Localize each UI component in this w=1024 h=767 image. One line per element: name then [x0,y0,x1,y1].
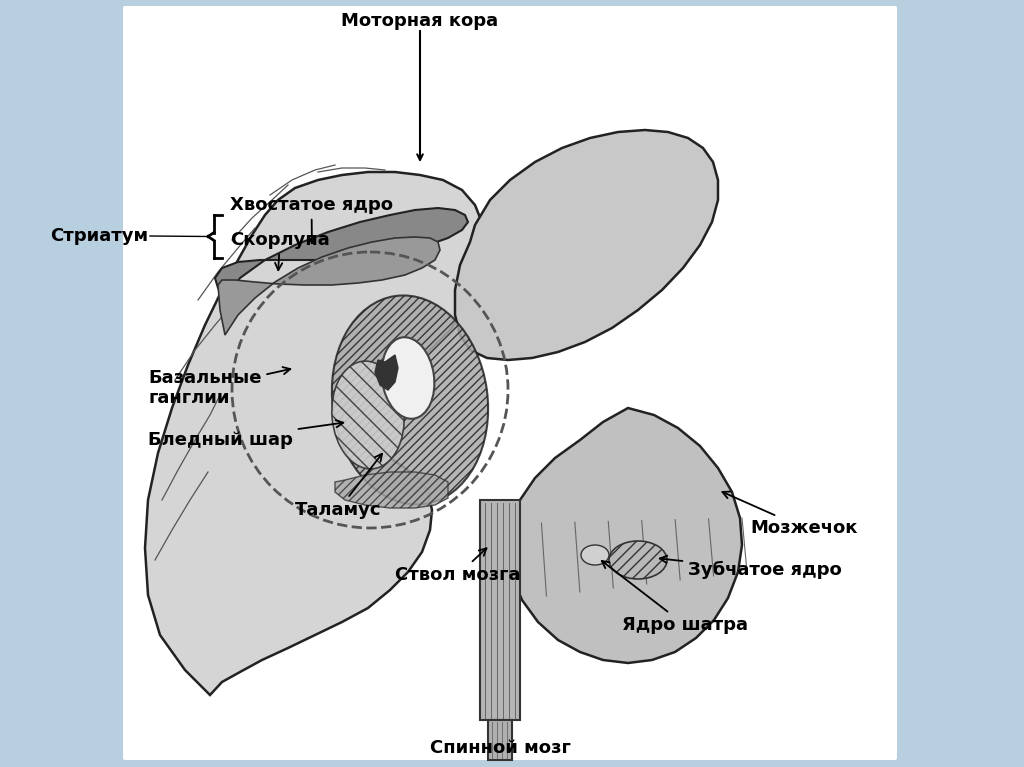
Text: Стриатум: Стриатум [50,227,148,245]
Polygon shape [508,408,742,663]
Polygon shape [218,237,440,335]
Text: Зубчатое ядро: Зубчатое ядро [659,556,842,579]
Text: Скорлупа: Скорлупа [230,231,330,270]
Text: Бледный шар: Бледный шар [148,420,343,449]
Polygon shape [215,208,468,298]
Text: Моторная кора: Моторная кора [341,12,499,30]
Text: Таламус: Таламус [295,454,382,519]
Polygon shape [335,472,449,508]
Text: Спинной мозг: Спинной мозг [429,739,570,757]
Polygon shape [145,172,485,695]
Text: Хвостатое ядро: Хвостатое ядро [230,196,393,243]
Ellipse shape [332,361,404,469]
Ellipse shape [332,295,488,505]
Text: Ядро шатра: Ядро шатра [602,561,748,634]
FancyBboxPatch shape [123,6,897,760]
Ellipse shape [382,337,434,419]
Ellipse shape [609,541,667,579]
Ellipse shape [581,545,609,565]
Polygon shape [488,720,512,760]
Polygon shape [455,130,718,360]
Polygon shape [480,500,520,720]
Text: Мозжечок: Мозжечок [722,492,857,537]
Text: Ствол мозга: Ствол мозга [395,548,520,584]
Polygon shape [375,355,398,390]
Text: Базальные
ганглии: Базальные ганглии [148,367,291,407]
